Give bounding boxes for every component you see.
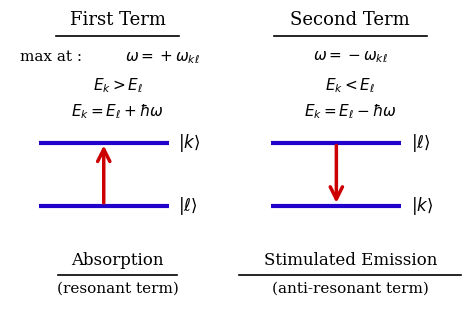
Text: First Term: First Term (70, 11, 166, 29)
Text: $|\ell\rangle$: $|\ell\rangle$ (178, 195, 197, 217)
Text: $|k\rangle$: $|k\rangle$ (411, 195, 433, 217)
Text: (resonant term): (resonant term) (57, 282, 179, 296)
Text: $\omega = -\omega_{k\ell}$: $\omega = -\omega_{k\ell}$ (313, 50, 388, 65)
Text: (anti-resonant term): (anti-resonant term) (272, 282, 429, 296)
Text: $E_k > E_\ell$: $E_k > E_\ell$ (93, 76, 143, 95)
Text: max at :: max at : (20, 50, 87, 64)
Text: $\omega = +\omega_{k\ell}$: $\omega = +\omega_{k\ell}$ (124, 50, 199, 66)
Text: $E_k = E_\ell + \hbar\omega$: $E_k = E_\ell + \hbar\omega$ (71, 103, 164, 121)
Text: Second Term: Second Term (291, 11, 410, 29)
Text: Absorption: Absorption (72, 252, 164, 269)
Text: $E_k = E_\ell - \hbar\omega$: $E_k = E_\ell - \hbar\omega$ (304, 103, 397, 121)
Text: $E_k < E_\ell$: $E_k < E_\ell$ (325, 76, 375, 95)
Text: $|\ell\rangle$: $|\ell\rangle$ (411, 132, 430, 153)
Text: Stimulated Emission: Stimulated Emission (263, 252, 437, 269)
Text: $|k\rangle$: $|k\rangle$ (178, 132, 200, 153)
